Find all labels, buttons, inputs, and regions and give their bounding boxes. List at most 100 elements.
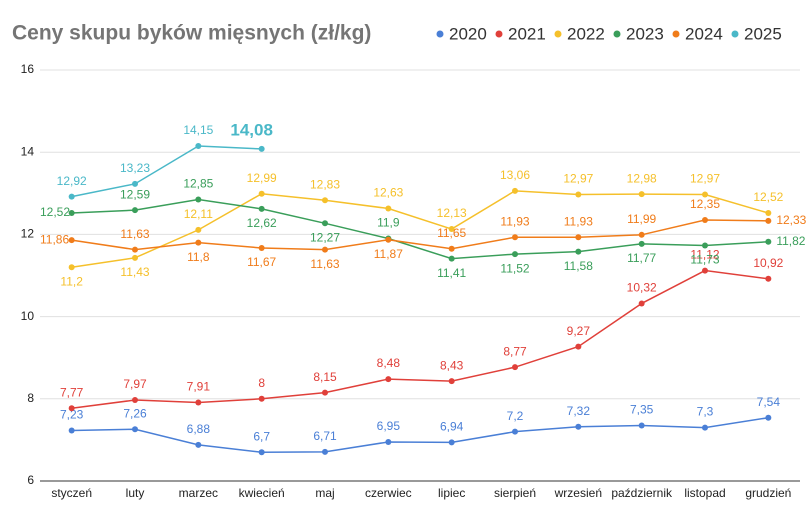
data-label: 8	[258, 376, 265, 390]
data-point	[702, 242, 708, 249]
data-label: 12,11	[184, 207, 213, 221]
data-point	[195, 196, 202, 203]
data-label: 12,85	[183, 177, 213, 191]
data-point	[132, 180, 138, 187]
data-point	[68, 193, 75, 200]
data-point	[258, 244, 265, 251]
x-tick-label: luty	[126, 486, 145, 500]
y-tick-label: 16	[21, 62, 35, 76]
data-label: 11,9	[377, 216, 400, 230]
data-point	[258, 395, 265, 402]
data-label: 6,7	[253, 429, 270, 443]
data-point	[68, 405, 75, 412]
data-point	[765, 275, 772, 282]
data-label: 11,86	[40, 232, 69, 246]
data-label: 12,63	[373, 186, 403, 200]
data-label: 11,82	[776, 234, 805, 248]
data-point	[322, 448, 328, 455]
data-point	[385, 236, 392, 243]
legend-label: 2020	[449, 24, 487, 43]
data-point	[448, 378, 455, 385]
data-label: 9,27	[567, 324, 591, 338]
data-point	[575, 234, 582, 241]
data-point	[385, 205, 392, 212]
data-label: 11,43	[120, 265, 149, 279]
data-label: 6,94	[440, 420, 464, 434]
data-point	[765, 210, 772, 217]
x-tick-label: wrzesień	[554, 486, 602, 500]
data-point	[385, 438, 392, 445]
legend-label: 2023	[626, 24, 664, 43]
data-point	[322, 220, 328, 227]
data-point	[765, 238, 772, 245]
data-label: 8,48	[377, 356, 401, 370]
data-point	[322, 246, 328, 253]
data-point	[68, 427, 75, 434]
data-label: 7,91	[187, 380, 211, 394]
data-point	[702, 191, 708, 198]
x-tick-label: kwiecień	[239, 486, 285, 500]
data-label: 11,8	[187, 250, 210, 264]
x-tick-label: listopad	[684, 486, 725, 500]
data-label: 12,83	[310, 177, 340, 191]
data-point	[575, 191, 582, 198]
y-tick-label: 14	[21, 144, 35, 158]
legend-label: 2024	[685, 24, 723, 43]
data-point	[638, 422, 645, 429]
legend-label: 2025	[744, 24, 782, 43]
data-point	[765, 217, 772, 224]
data-point	[195, 239, 202, 246]
data-point	[322, 389, 328, 396]
y-tick-label: 12	[21, 227, 35, 241]
data-point	[512, 251, 518, 258]
data-label: 7,77	[60, 385, 84, 399]
x-tick-label: lipiec	[438, 486, 465, 500]
data-label: 11,99	[627, 212, 656, 226]
data-label: 8,15	[313, 370, 337, 384]
data-label: 8,43	[440, 358, 464, 372]
data-label: 12,99	[247, 171, 277, 185]
data-point	[448, 245, 455, 252]
data-label: 10,92	[753, 256, 783, 270]
data-label: 7,35	[630, 403, 654, 417]
y-tick-label: 6	[27, 473, 34, 487]
data-label: 12,33	[776, 213, 806, 227]
data-point	[68, 210, 75, 217]
legend-marker	[495, 30, 503, 38]
data-label: 6,95	[377, 419, 401, 433]
data-point	[68, 264, 75, 271]
data-point	[512, 428, 518, 435]
data-label: 7,26	[123, 406, 147, 420]
data-label: 11,63	[120, 227, 149, 241]
data-point	[132, 426, 138, 433]
data-point	[575, 248, 582, 255]
data-label: 11,73	[690, 253, 719, 267]
data-label: 7,54	[757, 395, 781, 409]
data-label: 11,93	[500, 214, 529, 228]
data-point	[638, 300, 645, 307]
data-point	[258, 190, 265, 197]
legend-marker	[436, 30, 444, 38]
data-point	[132, 254, 138, 261]
data-point	[638, 231, 645, 238]
y-tick-label: 10	[21, 309, 35, 323]
series-line	[71, 190, 769, 269]
data-point	[68, 237, 75, 244]
data-label: 6,71	[313, 429, 337, 443]
data-label: 12,35	[690, 197, 720, 211]
data-point	[258, 145, 265, 152]
data-point	[132, 397, 138, 404]
data-label: 11,58	[564, 259, 593, 273]
data-point	[448, 439, 455, 446]
legend-marker	[554, 30, 562, 38]
legend-marker	[731, 30, 739, 38]
data-point	[765, 414, 772, 421]
x-tick-label: październik	[611, 486, 673, 500]
data-point	[322, 197, 328, 204]
data-label: 12,62	[247, 216, 277, 230]
data-point	[195, 143, 202, 150]
data-label: 12,92	[57, 174, 87, 188]
data-point	[702, 217, 708, 224]
data-label: 12,97	[563, 172, 593, 186]
